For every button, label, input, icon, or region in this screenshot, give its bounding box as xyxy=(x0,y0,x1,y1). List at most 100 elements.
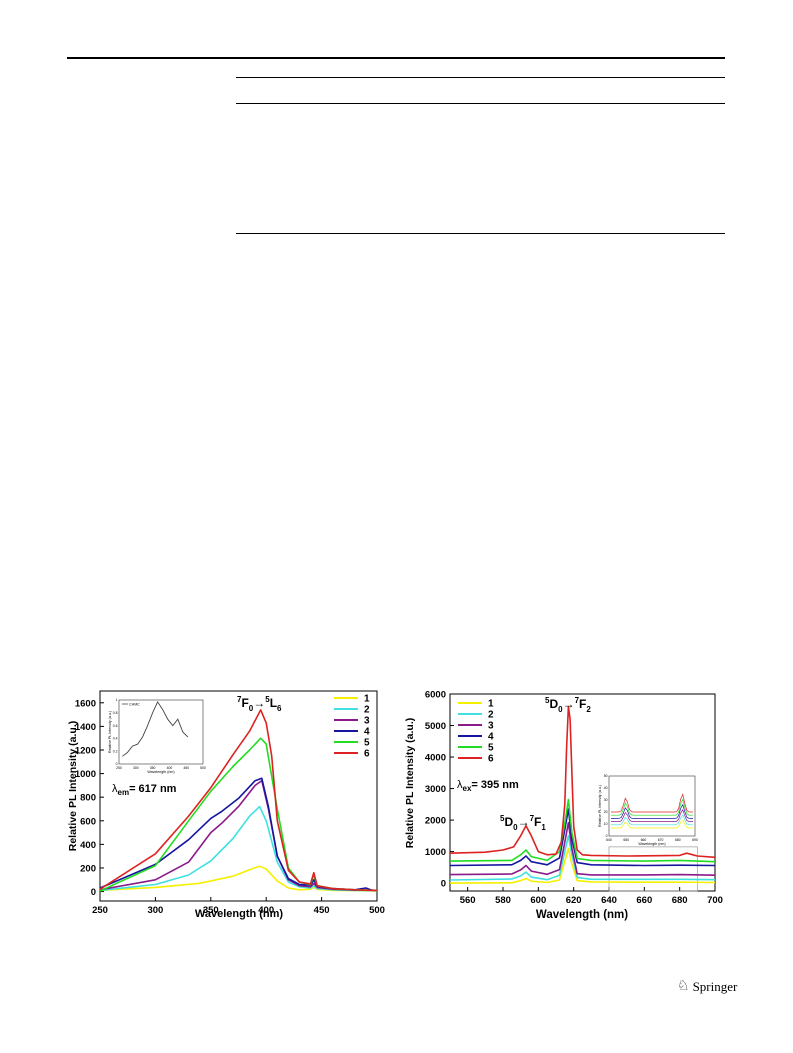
inset-y-tick-label: 0.6 xyxy=(113,724,118,728)
peak-f2-annotation: 5D0→7F2 xyxy=(545,696,591,714)
inset-x-tick-label: 350 xyxy=(150,766,156,770)
y-tick-label: 5000 xyxy=(425,721,446,732)
emission-spectrum-chart: 560 580 600 620 640 660 680 7000100020003000400… xyxy=(404,690,723,922)
x-tick-label: 500 xyxy=(369,905,385,916)
lambda-em-annotation: λem= 617 nm xyxy=(112,783,177,797)
y-tick-label: 400 xyxy=(80,840,96,851)
publisher-name: Springer xyxy=(692,978,738,994)
y-tick-label: 600 xyxy=(80,816,96,827)
inset-x-tick-label: 660 xyxy=(641,838,647,842)
legend-label-6: 6 xyxy=(488,754,494,765)
inset-series-line-5 xyxy=(611,798,693,816)
inset-x-tick-label: 300 xyxy=(133,766,139,770)
x-tick-label: 350 xyxy=(203,905,219,916)
inset-y-tick-label: 20 xyxy=(604,810,608,814)
legend-label-3: 3 xyxy=(488,721,494,732)
legend-label-2: 2 xyxy=(488,710,494,721)
header-rule xyxy=(67,57,725,59)
zoom-region-box xyxy=(608,846,698,892)
legend-label-2: 2 xyxy=(364,705,370,716)
y-axis-label: Relative PL Intensity (a.u.) xyxy=(404,718,416,849)
series-line-2 xyxy=(449,835,716,881)
inset-x-tick-label: 680 xyxy=(675,838,681,842)
x-tick-label: 600 xyxy=(530,895,546,906)
inset-y-tick-label: 0.4 xyxy=(113,737,118,741)
x-tick-label: 680 xyxy=(672,895,688,906)
x-tick-label: 560 xyxy=(460,895,476,906)
y-tick-label: 6000 xyxy=(425,690,446,701)
legend-label-5: 5 xyxy=(488,743,494,754)
inset-y-tick-label: 0 xyxy=(116,762,118,766)
inset-y-tick-label: 0.8 xyxy=(113,711,118,715)
series-line-1 xyxy=(449,847,716,884)
inset-x-tick-label: 450 xyxy=(183,766,189,770)
series-line-4 xyxy=(449,808,716,867)
y-tick-label: 0 xyxy=(91,887,96,898)
inset-y-tick-label: 50 xyxy=(604,774,608,778)
inset-series-line-4 xyxy=(611,803,693,819)
inset-x-tick-label: 690 xyxy=(692,838,698,842)
x-tick-label: 640 xyxy=(601,895,617,906)
inset-legend-label: CHMC xyxy=(129,702,140,706)
y-tick-label: 1200 xyxy=(75,745,96,756)
x-tick-label: 700 xyxy=(707,895,723,906)
series-line-3 xyxy=(449,821,716,876)
y-tick-label: 1600 xyxy=(75,698,96,709)
inset-y-tick-label: 1 xyxy=(116,698,118,702)
inset-series-line-1 xyxy=(611,819,693,829)
inset-x-tick-label: 500 xyxy=(200,766,206,770)
x-axis-label: Wavelength (nm) xyxy=(536,909,628,921)
legend-label-5: 5 xyxy=(364,738,370,749)
x-tick-label: 660 xyxy=(636,895,652,906)
inset-series-line-3 xyxy=(611,809,693,822)
transition-annotation: 7F0→5L6 xyxy=(237,695,282,713)
inset-x-tick-label: 640 xyxy=(606,838,612,842)
springer-horse-icon: ♘ xyxy=(677,979,690,994)
inset-x-axis-label: Wavelength (nm) xyxy=(147,770,174,774)
legend-label-4: 4 xyxy=(488,732,494,743)
inset-x-tick-label: 670 xyxy=(658,838,664,842)
x-axis-label: Wavelength (nm) xyxy=(195,908,284,920)
y-tick-label: 1400 xyxy=(75,722,96,733)
inset-x-tick-label: 400 xyxy=(167,766,173,770)
excitation-spectrum-chart: 250 300 350 400 450 5000200400600800100012001… xyxy=(67,690,385,920)
x-tick-label: 300 xyxy=(147,905,163,916)
series-line-2 xyxy=(99,805,378,892)
x-tick-label: 250 xyxy=(92,905,108,916)
inset-y-axis-label: Relative PL Intensity (a.u.) xyxy=(108,711,112,753)
inset-series-line xyxy=(122,700,189,757)
lambda-ex-annotation: λex= 395 nm xyxy=(457,779,519,793)
y-tick-label: 1000 xyxy=(75,769,96,780)
publisher-logo: ♘ Springer xyxy=(677,978,737,995)
plot-frame xyxy=(449,693,716,892)
y-tick-label: 4000 xyxy=(425,753,446,764)
x-tick-label: 450 xyxy=(314,905,330,916)
inset-y-tick-label: 30 xyxy=(604,798,608,802)
inset-series-line-6 xyxy=(611,793,693,813)
series-line-6 xyxy=(99,709,378,892)
table-top-rule xyxy=(236,77,725,78)
inset-x-axis-label: Wavelength (nm) xyxy=(638,842,665,846)
inset-x-tick-label: 650 xyxy=(623,838,629,842)
x-tick-label: 400 xyxy=(258,905,274,916)
plot-frame xyxy=(99,690,378,902)
inset-frame xyxy=(118,699,204,765)
legend-label-1: 1 xyxy=(488,699,494,710)
table-head-rule xyxy=(236,103,725,104)
x-tick-label: 580 xyxy=(495,895,511,906)
inset-y-tick-label: 0.2 xyxy=(113,749,118,753)
series-line-5 xyxy=(449,798,716,863)
y-tick-label: 2000 xyxy=(425,816,446,827)
inset-y-tick-label: 0 xyxy=(606,834,608,838)
y-axis-label: Relative PL Intensity (a.u.) xyxy=(67,721,79,852)
legend-label-1: 1 xyxy=(364,694,370,705)
table-bottom-rule xyxy=(236,233,725,234)
legend-label-4: 4 xyxy=(364,727,370,738)
series-line-6 xyxy=(449,705,716,859)
x-tick-label: 620 xyxy=(566,895,582,906)
inset-x-tick-label: 250 xyxy=(116,766,122,770)
legend-label-6: 6 xyxy=(364,749,370,760)
y-tick-label: 200 xyxy=(80,863,96,874)
inset-y-tick-label: 40 xyxy=(604,786,608,790)
inset-y-axis-label: Relative PL Intensity (a.u.) xyxy=(598,785,602,827)
